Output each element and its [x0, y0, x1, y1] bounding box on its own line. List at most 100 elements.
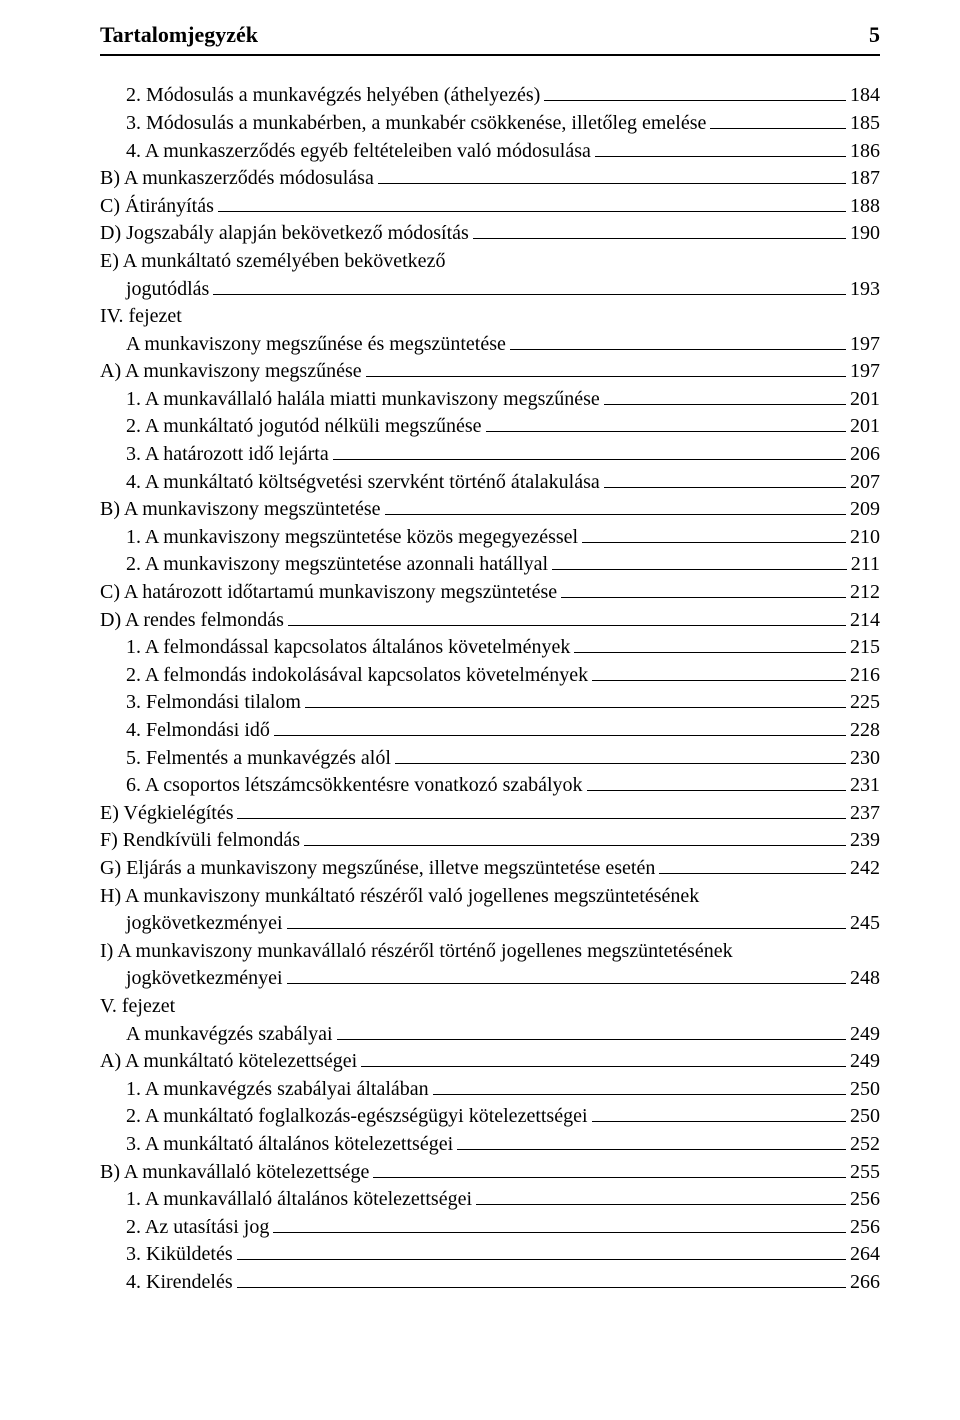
toc-label: 1. A felmondással kapcsolatos általános … [126, 634, 570, 662]
header-title: Tartalomjegyzék [100, 20, 258, 50]
toc-page: 186 [850, 138, 880, 166]
toc-entry: E) A munkáltató személyében bekövetkező [100, 248, 880, 276]
toc-leader [552, 569, 847, 570]
toc-entry-continuation: jogkövetkezményei245 [100, 910, 880, 938]
toc-page: 190 [850, 220, 880, 248]
toc-entry: 2. A felmondás indokolásával kapcsolatos… [100, 662, 880, 690]
toc-label: 3. Kiküldetés [126, 1241, 233, 1269]
toc-label: B) A munkaszerződés módosulása [100, 165, 374, 193]
toc-label: A) A munkáltató kötelezettségei [100, 1048, 357, 1076]
toc-page: 231 [850, 772, 880, 800]
toc-leader [604, 404, 846, 405]
toc-page: 256 [850, 1186, 880, 1214]
toc-leader [544, 100, 846, 101]
toc-leader [510, 349, 846, 350]
toc-page: 230 [850, 745, 880, 773]
toc-entry: B) A munkavállaló kötelezettsége255 [100, 1159, 880, 1187]
toc-leader [595, 156, 846, 157]
header-page-number: 5 [869, 20, 880, 50]
toc-leader [592, 1121, 846, 1122]
toc-page: 225 [850, 689, 880, 717]
toc-entry: 3. A határozott idő lejárta 206 [100, 441, 880, 469]
toc-entry: IV. fejezet [100, 303, 880, 331]
toc-entry: 3. Kiküldetés264 [100, 1241, 880, 1269]
toc-label: 3. A határozott idő lejárta [126, 441, 329, 469]
toc-page: 266 [850, 1269, 880, 1297]
toc-page: 206 [850, 441, 880, 469]
toc-label: 2. A munkaviszony megszüntetése azonnali… [126, 551, 548, 579]
toc-label: 4. A munkáltató költségvetési szervként … [126, 469, 600, 497]
toc-entry: 2. A munkáltató foglalkozás-egészségügyi… [100, 1103, 880, 1131]
toc-entry: 4. A munkaszerződés egyéb feltételeiben … [100, 138, 880, 166]
toc-label: jogkövetkezményei [126, 910, 283, 938]
toc-page: 201 [850, 386, 880, 414]
toc-entry: A) A munkaviszony megszűnése197 [100, 358, 880, 386]
toc-label: 2. Az utasítási jog [126, 1214, 269, 1242]
toc-entry: 6. A csoportos létszámcsökkentésre vonat… [100, 772, 880, 800]
toc-leader [561, 597, 846, 598]
toc-entry: C) Átirányítás188 [100, 193, 880, 221]
toc-label: 1. A munkavégzés szabályai általában [126, 1076, 429, 1104]
toc-entry: 1. A munkaviszony megszüntetése közös me… [100, 524, 880, 552]
toc-leader [659, 873, 846, 874]
toc-entry: A) A munkáltató kötelezettségei 249 [100, 1048, 880, 1076]
toc-entry: C) A határozott időtartamú munkaviszony … [100, 579, 880, 607]
toc-entry: 2. Módosulás a munkavégzés helyében (áth… [100, 82, 880, 110]
toc-entry: H) A munkaviszony munkáltató részéről va… [100, 883, 880, 911]
toc-label: 2. Módosulás a munkavégzés helyében (áth… [126, 82, 540, 110]
toc-label: jogkövetkezményei [126, 965, 283, 993]
toc-page: 252 [850, 1131, 880, 1159]
toc-leader [218, 211, 846, 212]
toc-leader [476, 1204, 846, 1205]
toc-entry: 1. A munkavállaló halála miatti munkavis… [100, 386, 880, 414]
toc-label: I) A munkaviszony munkavállaló részéről … [100, 938, 733, 966]
toc-label: 1. A munkavállaló általános kötelezettsé… [126, 1186, 472, 1214]
toc-entry: 4. Felmondási idő228 [100, 717, 880, 745]
toc-label: 1. A munkaviszony megszüntetése közös me… [126, 524, 578, 552]
toc-entry: 2. A munkáltató jogutód nélküli megszűné… [100, 413, 880, 441]
toc-label: D) Jogszabály alapján bekövetkező módosí… [100, 220, 469, 248]
toc-leader [361, 1066, 846, 1067]
toc-page: 239 [850, 827, 880, 855]
toc-label: A munkaviszony megszűnése és megszünteté… [126, 331, 506, 359]
toc-label: C) A határozott időtartamú munkaviszony … [100, 579, 557, 607]
toc-page: 237 [850, 800, 880, 828]
toc-leader [237, 1287, 846, 1288]
toc-entry: A munkaviszony megszűnése és megszünteté… [100, 331, 880, 359]
toc-page: 255 [850, 1159, 880, 1187]
toc-page: 212 [850, 579, 880, 607]
toc-leader [592, 680, 846, 681]
toc-entry: 1. A munkavégzés szabályai általában250 [100, 1076, 880, 1104]
toc-leader [213, 294, 846, 295]
toc-entry: 4. Kirendelés 266 [100, 1269, 880, 1297]
toc-label: V. fejezet [100, 993, 175, 1021]
toc-leader [373, 1177, 846, 1178]
toc-label: 4. Felmondási idő [126, 717, 270, 745]
toc-leader [237, 1259, 846, 1260]
toc-entry: A munkavégzés szabályai249 [100, 1021, 880, 1049]
toc-leader [574, 652, 846, 653]
toc-leader [288, 625, 846, 626]
toc-entry: V. fejezet [100, 993, 880, 1021]
toc-page: 249 [850, 1021, 880, 1049]
toc-page: 210 [850, 524, 880, 552]
toc-page: 249 [850, 1048, 880, 1076]
toc-entry: D) A rendes felmondás214 [100, 607, 880, 635]
toc-page: 193 [850, 276, 880, 304]
toc-label: 4. A munkaszerződés egyéb feltételeiben … [126, 138, 591, 166]
toc-label: 4. Kirendelés [126, 1269, 233, 1297]
toc-label: H) A munkaviszony munkáltató részéről va… [100, 883, 699, 911]
toc-page: 256 [850, 1214, 880, 1242]
toc-label: C) Átirányítás [100, 193, 214, 221]
toc-leader [237, 818, 846, 819]
toc-page: 242 [850, 855, 880, 883]
toc-leader [304, 845, 846, 846]
toc-entry: 2. A munkaviszony megszüntetése azonnali… [100, 551, 880, 579]
toc-label: G) Eljárás a munkaviszony megszűnése, il… [100, 855, 655, 883]
toc-leader [274, 735, 846, 736]
toc-entry-continuation: jogutódlás193 [100, 276, 880, 304]
toc-leader [378, 183, 846, 184]
toc-label: 2. A munkáltató jogutód nélküli megszűné… [126, 413, 482, 441]
toc-entry: G) Eljárás a munkaviszony megszűnése, il… [100, 855, 880, 883]
toc-entry: B) A munkaszerződés módosulása187 [100, 165, 880, 193]
